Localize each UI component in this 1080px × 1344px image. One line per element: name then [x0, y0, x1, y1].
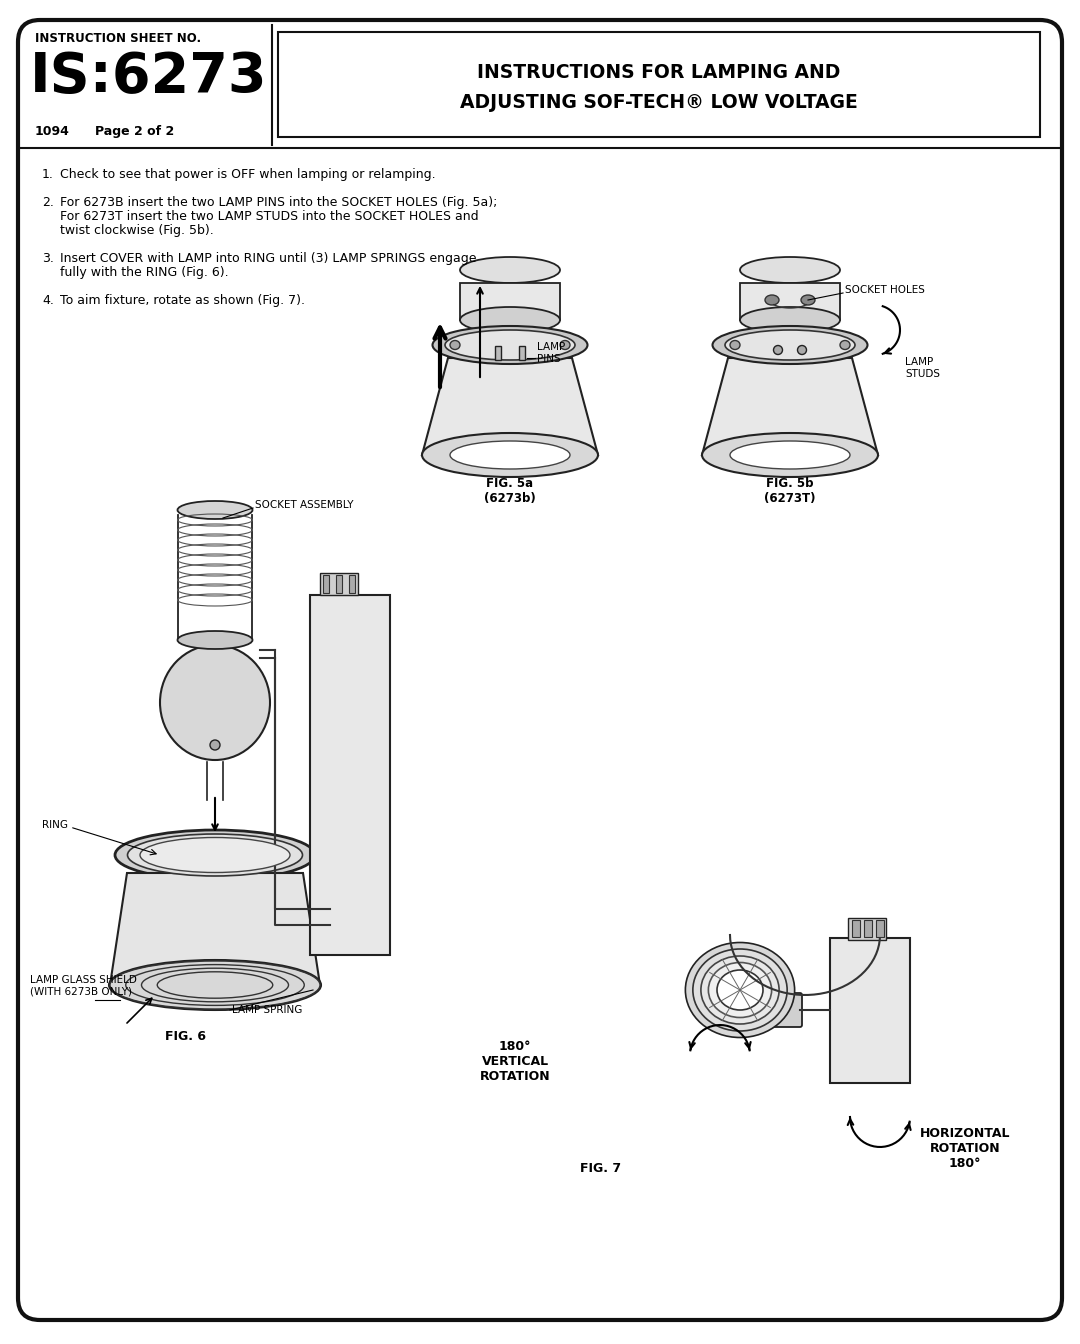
Ellipse shape — [109, 960, 321, 1009]
Text: LAMP GLASS SHIELD
(WITH 6273B ONLY): LAMP GLASS SHIELD (WITH 6273B ONLY) — [30, 974, 137, 997]
Text: To aim fixture, rotate as shown (Fig. 7).: To aim fixture, rotate as shown (Fig. 7)… — [60, 294, 305, 306]
Bar — [876, 921, 885, 937]
Text: LAMP SPRING: LAMP SPRING — [232, 1005, 302, 1015]
Bar — [864, 921, 872, 937]
Text: ADJUSTING SOF-TECH® LOW VOLTAGE: ADJUSTING SOF-TECH® LOW VOLTAGE — [460, 94, 858, 113]
Ellipse shape — [693, 949, 787, 1031]
Ellipse shape — [740, 257, 840, 284]
Polygon shape — [110, 874, 320, 985]
Polygon shape — [702, 358, 878, 456]
Text: 3.: 3. — [42, 253, 54, 265]
Text: twist clockwise (Fig. 5b).: twist clockwise (Fig. 5b). — [60, 224, 214, 237]
Text: 4.: 4. — [42, 294, 54, 306]
FancyBboxPatch shape — [320, 573, 357, 595]
Text: LAMP
STUDS: LAMP STUDS — [905, 358, 940, 379]
Ellipse shape — [801, 294, 815, 305]
Ellipse shape — [450, 340, 460, 349]
Ellipse shape — [450, 441, 570, 469]
Text: 1094: 1094 — [35, 125, 70, 138]
Text: FIG. 7: FIG. 7 — [580, 1163, 621, 1175]
Ellipse shape — [713, 327, 867, 364]
Text: FIG. 5b
(6273T): FIG. 5b (6273T) — [765, 477, 815, 505]
Polygon shape — [740, 284, 840, 320]
Bar — [336, 575, 342, 593]
Bar — [323, 575, 329, 593]
Ellipse shape — [765, 294, 779, 305]
Ellipse shape — [702, 433, 878, 477]
Ellipse shape — [708, 962, 771, 1017]
Ellipse shape — [686, 942, 795, 1038]
Ellipse shape — [460, 306, 561, 333]
Ellipse shape — [177, 630, 253, 649]
FancyBboxPatch shape — [773, 993, 802, 1027]
Text: Insert COVER with LAMP into RING until (3) LAMP SPRINGS engage: Insert COVER with LAMP into RING until (… — [60, 253, 476, 265]
Text: 1.: 1. — [42, 168, 54, 181]
FancyBboxPatch shape — [848, 918, 886, 939]
Text: For 6273B insert the two LAMP PINS into the SOCKET HOLES (Fig. 5a);: For 6273B insert the two LAMP PINS into … — [60, 196, 498, 210]
Ellipse shape — [561, 340, 570, 349]
Ellipse shape — [432, 327, 588, 364]
Text: 180°
VERTICAL
ROTATION: 180° VERTICAL ROTATION — [480, 1040, 551, 1083]
Ellipse shape — [730, 340, 740, 349]
Polygon shape — [422, 358, 598, 456]
Text: fully with the RING (Fig. 6).: fully with the RING (Fig. 6). — [60, 266, 229, 280]
Bar — [349, 575, 355, 593]
Text: Page 2 of 2: Page 2 of 2 — [95, 125, 174, 138]
Ellipse shape — [160, 645, 270, 759]
Bar — [519, 345, 525, 360]
Ellipse shape — [140, 837, 291, 872]
Ellipse shape — [773, 345, 783, 355]
Text: IS:6273: IS:6273 — [30, 50, 268, 103]
Polygon shape — [460, 284, 561, 320]
Text: INSTRUCTION SHEET NO.: INSTRUCTION SHEET NO. — [35, 32, 201, 44]
Text: For 6273T insert the two LAMP STUDS into the SOCKET HOLES and: For 6273T insert the two LAMP STUDS into… — [60, 210, 478, 223]
Ellipse shape — [840, 340, 850, 349]
FancyBboxPatch shape — [18, 20, 1062, 1320]
Ellipse shape — [445, 331, 575, 360]
Ellipse shape — [422, 433, 598, 477]
Ellipse shape — [460, 257, 561, 284]
Bar — [852, 921, 860, 937]
Ellipse shape — [177, 501, 253, 519]
Ellipse shape — [725, 331, 855, 360]
Ellipse shape — [740, 306, 840, 333]
Text: LAMP
PINS: LAMP PINS — [537, 343, 565, 364]
Ellipse shape — [127, 835, 302, 876]
FancyBboxPatch shape — [831, 938, 910, 1083]
FancyBboxPatch shape — [310, 595, 390, 956]
Text: INSTRUCTIONS FOR LAMPING AND: INSTRUCTIONS FOR LAMPING AND — [477, 63, 840, 82]
Text: Check to see that power is OFF when lamping or relamping.: Check to see that power is OFF when lamp… — [60, 168, 435, 181]
Text: SOCKET HOLES: SOCKET HOLES — [845, 285, 924, 294]
Text: SOCKET ASSEMBLY: SOCKET ASSEMBLY — [255, 500, 353, 509]
Bar — [495, 345, 501, 360]
Ellipse shape — [717, 970, 762, 1009]
Text: 2.: 2. — [42, 196, 54, 210]
Text: FIG. 6: FIG. 6 — [165, 1030, 206, 1043]
Text: FIG. 5a
(6273b): FIG. 5a (6273b) — [484, 477, 536, 505]
Ellipse shape — [797, 345, 807, 355]
Ellipse shape — [114, 831, 315, 880]
Ellipse shape — [701, 956, 779, 1024]
Ellipse shape — [210, 741, 220, 750]
Text: HORIZONTAL
ROTATION
180°: HORIZONTAL ROTATION 180° — [920, 1128, 1011, 1171]
FancyBboxPatch shape — [278, 32, 1040, 137]
Ellipse shape — [730, 441, 850, 469]
Text: RING: RING — [42, 820, 68, 831]
